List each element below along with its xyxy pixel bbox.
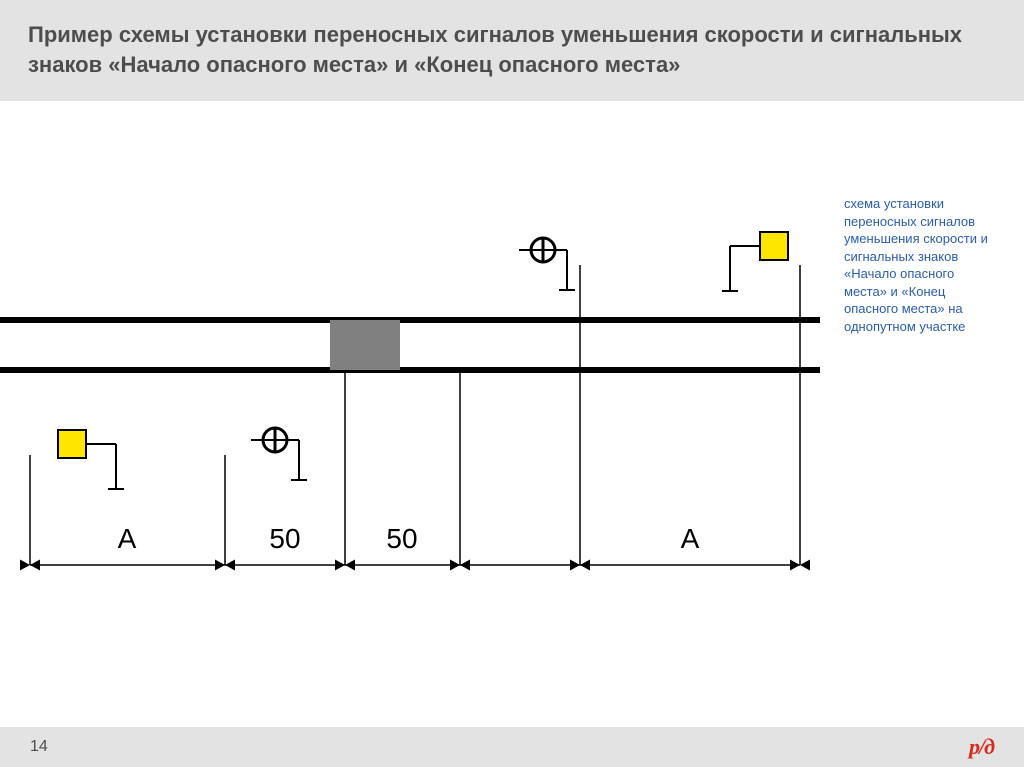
signal-diagram: А 50 50 А: [0, 170, 820, 600]
page-number: 14: [30, 738, 48, 756]
rzd-logo: р/д: [969, 734, 994, 760]
slide-header: Пример схемы установки переносных сигнал…: [0, 0, 1024, 101]
svg-text:50: 50: [386, 523, 417, 554]
svg-text:А: А: [681, 523, 700, 554]
diagram-caption: схема установки переносных сигналов умен…: [844, 195, 994, 335]
slide-footer: 14 р/д: [0, 727, 1024, 767]
svg-text:50: 50: [269, 523, 300, 554]
slide-title: Пример схемы установки переносных сигнал…: [28, 20, 996, 79]
svg-text:А: А: [118, 523, 137, 554]
